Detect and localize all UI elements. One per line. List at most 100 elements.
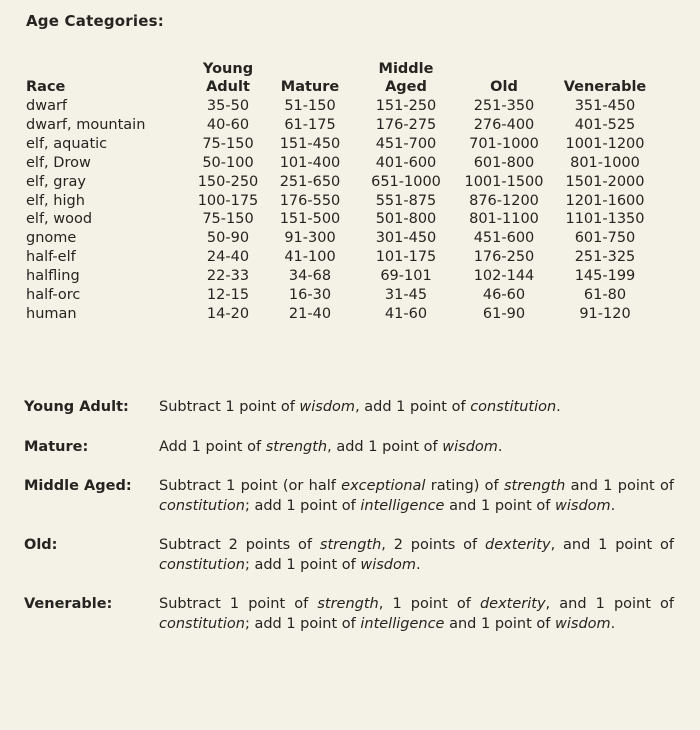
header-young-adult-line-2: Adult: [206, 79, 250, 95]
table-row: elf, wood 75-150 151-500 501-800 801-1100 110…: [20, 210, 660, 229]
age-effect-description: Subtract 1 point of strength, 1 point of…: [159, 595, 674, 634]
table-row: elf, high 100-175 176-550 551-875 876-1200 12…: [20, 192, 660, 211]
mature-cell: 151-500: [279, 211, 341, 228]
header-young-adult-line-1: Young: [202, 61, 254, 77]
table-row: elf, aquatic 75-150 151-450 451-700 701-1000…: [20, 135, 660, 154]
ability-name: intelligence: [360, 497, 445, 514]
description-text: ; add 1 point of: [244, 497, 361, 514]
old-cell: 46-60: [482, 287, 526, 304]
middle-aged-cell: 501-800: [375, 211, 437, 228]
young-adult-cell: 75-150: [202, 135, 254, 152]
description-text: , and 1 point of: [545, 596, 674, 612]
description-text: ; add 1 point of: [244, 615, 361, 632]
mature-cell: 34-68: [288, 268, 332, 285]
race-cell: elf, high: [26, 192, 85, 209]
middle-aged-cell: 551-875: [375, 192, 437, 209]
venerable-cell: 351-450: [574, 98, 636, 114]
middle-aged-cell: 101-175: [375, 249, 437, 266]
age-effect-item: Middle Aged: Subtract 1 point (or half ex…: [24, 477, 674, 516]
age-effect-term: Mature:: [24, 438, 89, 455]
race-cell: dwarf: [26, 98, 68, 114]
table-header-row: Race Young Adult Mature Middle Aged Old Ve…: [20, 60, 660, 97]
description-text: Subtract 1 point of: [159, 399, 300, 415]
race-cell: elf, wood: [26, 211, 93, 228]
mature-cell: 251-650: [279, 173, 341, 190]
young-adult-cell: 50-90: [206, 230, 250, 247]
header-race: Race: [26, 79, 66, 95]
header-venerable: Venerable: [563, 79, 647, 95]
old-cell: 451-600: [473, 230, 535, 247]
ability-name: constitution: [470, 399, 557, 415]
middle-aged-cell: 176-275: [375, 116, 437, 133]
age-effect-item: Venerable: Subtract 1 point of strength, …: [24, 595, 674, 634]
mature-cell: 41-100: [284, 249, 336, 266]
description-text: rating) of: [425, 478, 504, 494]
age-effect-description: Subtract 1 point of wisdom, add 1 point …: [159, 398, 674, 418]
old-cell: 1001-1500: [464, 173, 544, 190]
old-cell: 251-350: [473, 98, 535, 114]
ability-name: strength: [319, 537, 382, 553]
old-cell: 176-250: [473, 249, 535, 266]
ability-name: wisdom: [555, 497, 611, 514]
venerable-cell: 1201-1600: [565, 192, 645, 209]
old-cell: 276-400: [473, 116, 535, 133]
race-cell: human: [26, 305, 77, 322]
table-row: half-elf 24-40 41-100 101-175 176-250 251-325: [20, 248, 660, 267]
age-effect-term: Old:: [24, 537, 58, 553]
description-text: and 1 point of: [565, 478, 674, 494]
young-adult-cell: 150-250: [197, 173, 259, 190]
age-effect-description: Subtract 2 points of strength, 2 points …: [159, 536, 674, 575]
age-effect-description: Add 1 point of strength, add 1 point of …: [159, 438, 674, 458]
description-text: and 1 point of: [444, 497, 555, 514]
age-effect-description: Subtract 1 point (or half exceptional ra…: [159, 477, 674, 516]
header-middle-aged-line-2: Aged: [385, 79, 427, 95]
table-row: dwarf, mountain 40-60 61-175 176-275 276-400…: [20, 116, 660, 135]
race-cell: gnome: [26, 230, 77, 247]
venerable-cell: 601-750: [574, 230, 636, 247]
venerable-cell: 251-325: [574, 249, 636, 266]
table-row: elf, Drow 50-100 101-400 401-600 601-800 801-…: [20, 154, 660, 173]
table-row: dwarf 35-50 51-150 151-250 251-350 351-450: [20, 97, 660, 116]
mature-cell: 176-550: [279, 192, 341, 209]
venerable-cell: 1101-1350: [565, 211, 645, 228]
young-adult-cell: 12-15: [206, 287, 250, 304]
venerable-cell: 1501-2000: [565, 173, 645, 190]
venerable-cell: 145-199: [574, 268, 636, 285]
description-text: , and 1 point of: [550, 537, 675, 553]
ability-name: strength: [317, 596, 379, 612]
age-effect-term: Middle Aged:: [24, 478, 132, 494]
ability-name: constitution: [159, 615, 245, 632]
race-cell: half-elf: [26, 249, 76, 266]
race-cell: elf, Drow: [26, 154, 91, 171]
header-middle-aged: Middle Aged: [354, 60, 458, 97]
table-row: halfling 22-33 34-68 69-101 102-144 145-199: [20, 267, 660, 286]
header-mature: Mature: [280, 79, 340, 95]
mature-cell: 16-30: [288, 287, 332, 304]
age-effect-item: Mature: Add 1 point of strength, add 1 po…: [24, 438, 674, 458]
venerable-cell: 91-120: [579, 305, 631, 322]
header-young-adult: Young Adult: [190, 60, 266, 97]
old-cell: 701-1000: [469, 135, 539, 152]
young-adult-cell: 75-150: [202, 211, 254, 228]
ability-name: intelligence: [360, 615, 445, 632]
table-body: dwarf 35-50 51-150 151-250 251-350 351-450 dwa…: [20, 97, 660, 324]
age-effect-term: Venerable:: [24, 596, 113, 612]
middle-aged-cell: 31-45: [384, 287, 428, 304]
middle-aged-cell: 41-60: [384, 305, 428, 322]
table-row: gnome 50-90 91-300 301-450 451-600 601-750: [20, 229, 660, 248]
age-categories-table: Race Young Adult Mature Middle Aged Old Ve…: [20, 60, 660, 324]
description-text: , 1 point of: [378, 596, 480, 612]
middle-aged-cell: 651-1000: [371, 173, 441, 190]
section-title: Age Categories:: [26, 12, 164, 30]
mature-cell: 91-300: [284, 230, 336, 247]
ability-name: wisdom: [360, 556, 417, 573]
venerable-cell: 401-525: [574, 116, 636, 133]
header-middle-aged-line-1: Middle: [378, 61, 434, 77]
ability-name: wisdom: [442, 438, 498, 455]
race-cell: dwarf, mountain: [26, 116, 146, 133]
description-text: Subtract 2 points of: [159, 537, 320, 553]
table-row: half-orc 12-15 16-30 31-45 46-60 61-80: [20, 286, 660, 305]
ability-name: dexterity: [485, 537, 551, 553]
middle-aged-cell: 301-450: [375, 230, 437, 247]
